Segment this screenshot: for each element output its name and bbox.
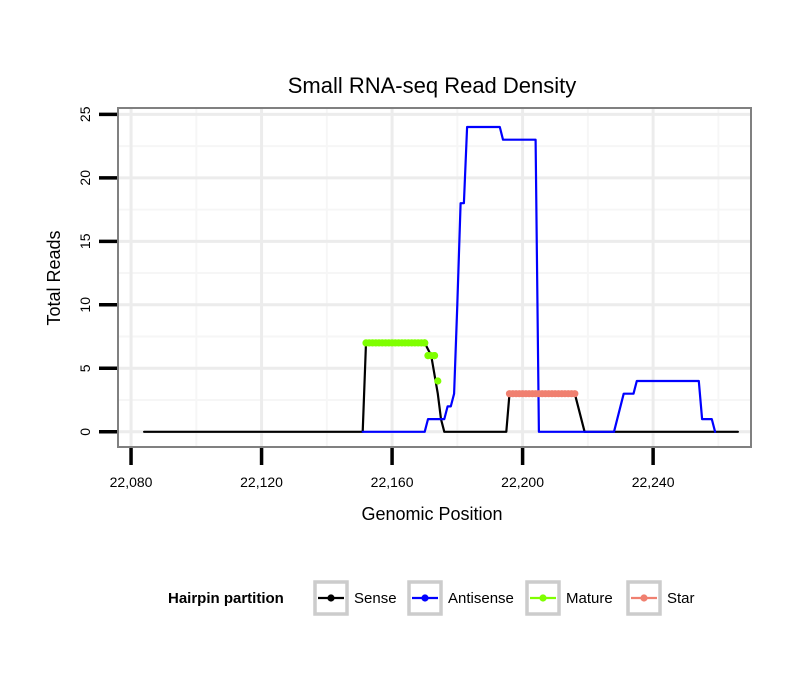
- series-point-mature: [431, 352, 438, 359]
- x-tick-label: 22,160: [371, 474, 414, 490]
- y-tick-label: 10: [77, 297, 93, 313]
- y-tick-label: 15: [77, 233, 93, 249]
- plot-background: [118, 108, 751, 447]
- y-axis: 0 5 10 15 20 25: [77, 106, 117, 435]
- legend-label-star: Star: [667, 590, 695, 607]
- x-tick-label: 22,080: [110, 474, 153, 490]
- legend-key-point-mature: [539, 594, 546, 601]
- legend-label-mature: Mature: [566, 590, 613, 607]
- y-tick-label: 5: [77, 364, 93, 372]
- x-axis-label: Genomic Position: [361, 504, 502, 524]
- legend-label-sense: Sense: [354, 590, 397, 607]
- legend: Hairpin partition Sense Antisense Mature St…: [168, 582, 695, 614]
- y-axis-label: Total Reads: [44, 230, 64, 325]
- legend-key-point-antisense: [421, 594, 428, 601]
- legend-title: Hairpin partition: [168, 590, 284, 607]
- y-tick-label: 20: [77, 170, 93, 186]
- legend-key-point-star: [640, 594, 647, 601]
- y-tick-label: 0: [77, 428, 93, 436]
- legend-label-antisense: Antisense: [448, 590, 514, 607]
- legend-key-point-sense: [327, 594, 334, 601]
- x-tick-label: 22,120: [240, 474, 283, 490]
- x-axis: 22,080 22,120 22,160 22,200 22,240: [110, 448, 675, 490]
- y-tick-label: 25: [77, 106, 93, 122]
- x-tick-label: 22,200: [501, 474, 544, 490]
- series-point-mature: [434, 377, 441, 384]
- chart: Small RNA-seq Read Density 0 5 10 15 20 25 22…: [0, 0, 810, 690]
- chart-title: Small RNA-seq Read Density: [288, 73, 577, 98]
- plot-area: [118, 108, 751, 447]
- series-point-mature: [421, 339, 428, 346]
- x-tick-label: 22,240: [632, 474, 675, 490]
- series-point-star: [571, 390, 578, 397]
